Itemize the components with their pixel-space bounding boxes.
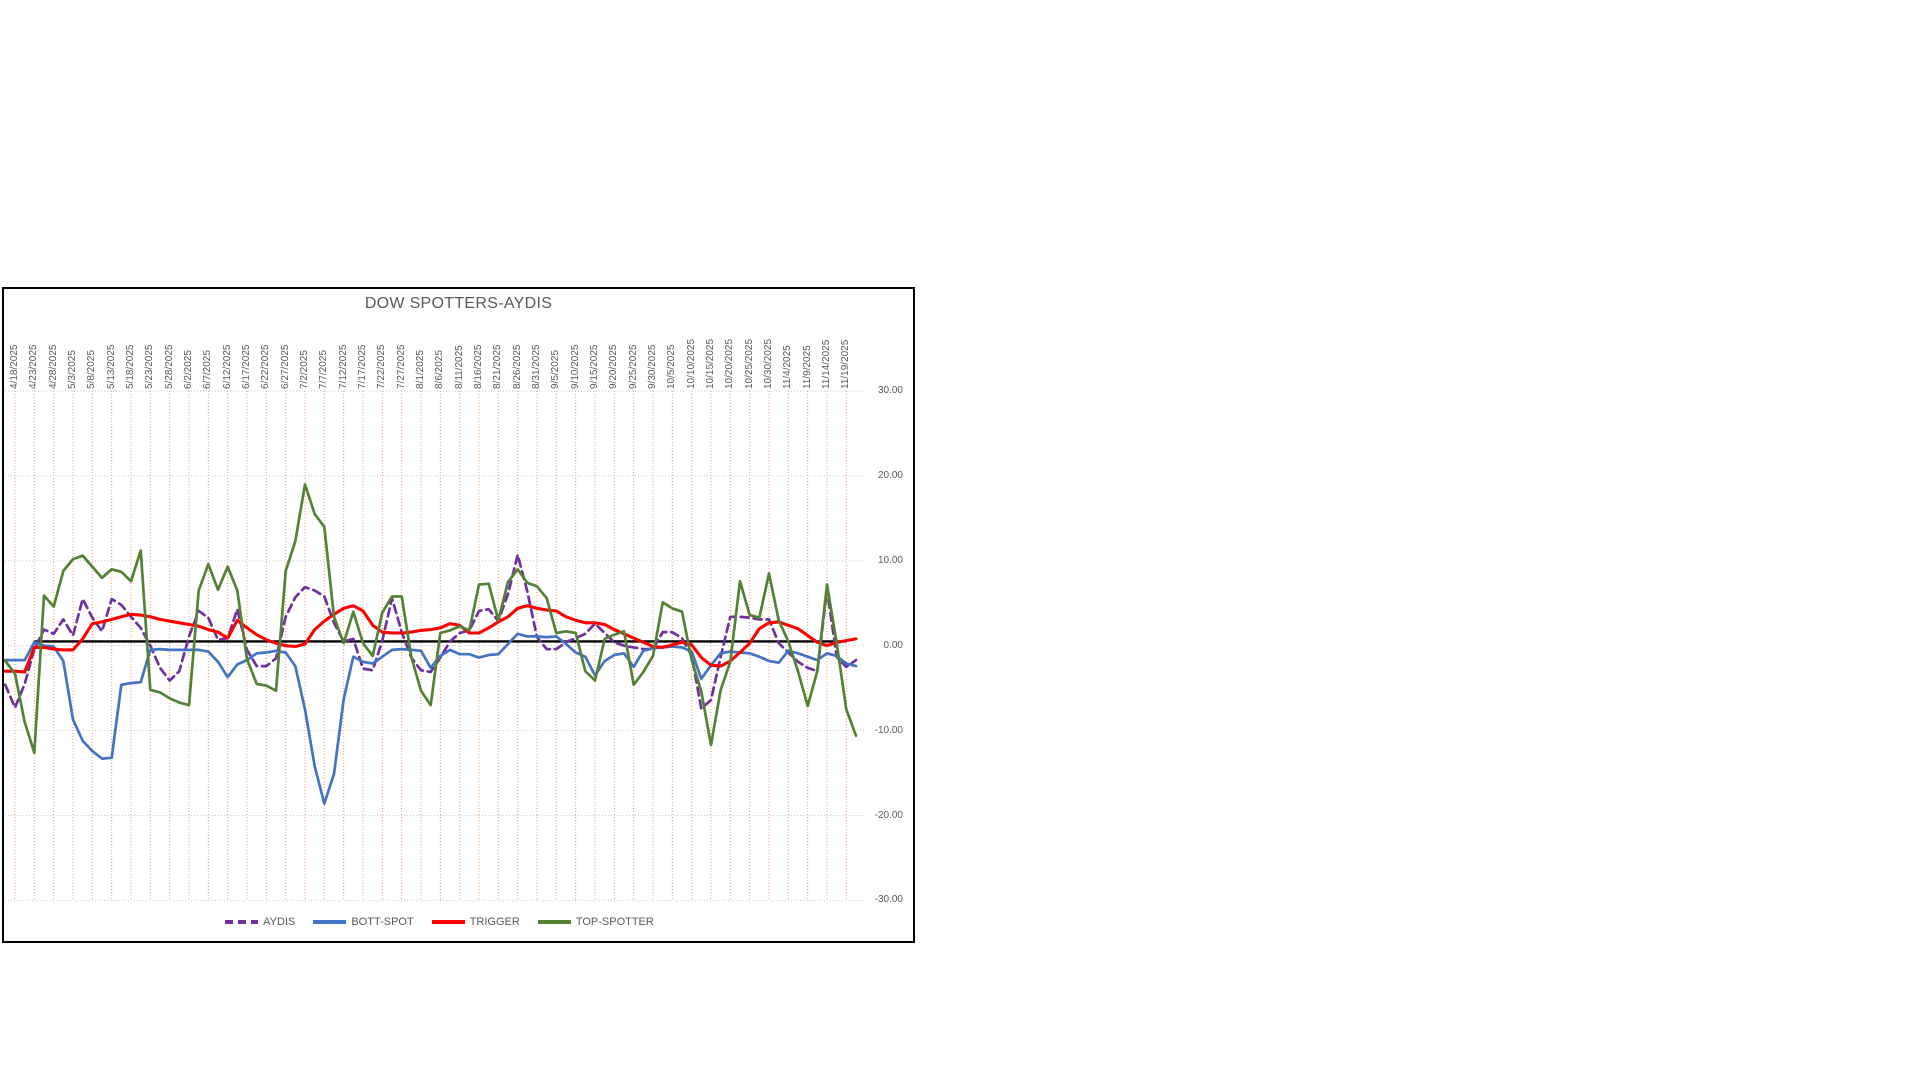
legend-label: BOTT-SPOT [351, 916, 414, 928]
x-axis-label: 7/17/2025 [356, 344, 368, 390]
x-axis-label: 11/9/2025 [801, 345, 813, 389]
x-axis-label: 6/7/2025 [202, 350, 214, 389]
legend-marker-line [313, 920, 347, 924]
legend-label: TRIGGER [469, 916, 520, 928]
y-axis-label: 20.00 [877, 469, 903, 481]
y-axis-label: 10.00 [877, 554, 903, 566]
x-axis-label: 5/3/2025 [66, 350, 78, 389]
legend-item-aydis: AYDIS [225, 916, 295, 928]
x-axis-label: 8/21/2025 [492, 344, 504, 390]
series-bott-spot [4, 632, 858, 805]
x-axis-label: 6/17/2025 [240, 344, 252, 390]
x-axis-label: 9/15/2025 [588, 344, 600, 390]
x-axis-label: 10/30/2025 [762, 338, 774, 389]
x-axis-label: 11/14/2025 [820, 339, 832, 389]
x-axis-label: 8/26/2025 [511, 344, 523, 390]
x-axis-label: 4/28/2025 [47, 344, 59, 390]
x-axis-label: 11/4/2025 [782, 345, 794, 389]
y-axis-label: 30.00 [877, 385, 903, 396]
series-top-spotter [4, 483, 858, 755]
x-axis-label: 9/30/2025 [646, 344, 658, 390]
chart-title: DOW SPOTTERS-AYDIS [364, 295, 553, 312]
plot-area [4, 390, 866, 901]
x-axis-label: 8/6/2025 [434, 350, 446, 389]
legend-marker-line [431, 920, 465, 924]
legend-marker-line [537, 920, 571, 924]
x-axis-label: 9/10/2025 [569, 344, 581, 390]
x-axis-label: 9/5/2025 [550, 350, 562, 389]
x-axis-label: 8/31/2025 [530, 344, 542, 390]
x-axis-label: 5/28/2025 [163, 344, 175, 390]
x-axis-label: 10/20/2025 [724, 338, 736, 389]
x-axis-label: 4/23/2025 [28, 344, 40, 390]
embedded-chart[interactable]: DOW SPOTTERS-AYDIS 4/18/2025 4/23/2025 4/2… [2, 287, 915, 943]
x-axis-label: 10/10/2025 [685, 338, 697, 389]
x-axis-label: 7/12/2025 [337, 344, 349, 390]
x-axis-label: 5/8/2025 [86, 350, 98, 389]
x-axis-label: 7/7/2025 [318, 350, 330, 389]
x-axis-label: 7/27/2025 [395, 344, 407, 390]
y-axis-label: -30.00 [874, 894, 903, 906]
x-axis-label: 11/19/2025 [840, 339, 852, 389]
x-axis-label: 6/27/2025 [279, 344, 291, 390]
y-axis-label: -20.00 [874, 809, 903, 821]
legend-item-trigger: TRIGGER [431, 916, 520, 928]
chart-legend: AYDIS BOTT-SPOT TRIGGER TOP-SPOTTER [4, 916, 875, 928]
series-trigger [4, 604, 858, 674]
x-axis-label: 9/25/2025 [627, 344, 639, 390]
x-axis-label: 5/13/2025 [105, 344, 117, 390]
legend-label: TOP-SPOTTER [575, 916, 654, 928]
x-axis-label: 10/15/2025 [704, 338, 716, 389]
x-axis-label: 10/25/2025 [743, 338, 755, 389]
x-axis-label: 8/11/2025 [453, 345, 465, 389]
x-axis-label: 5/23/2025 [144, 344, 156, 390]
x-axis-label: 7/2/2025 [298, 350, 310, 389]
x-axis-label: 8/1/2025 [414, 350, 426, 389]
legend-marker-dashed-line [225, 920, 259, 924]
x-axis-label: 7/22/2025 [376, 344, 388, 390]
x-axis-label: 10/5/2025 [666, 344, 678, 390]
y-axis-label: -10.00 [874, 724, 903, 736]
x-axis-label: 6/2/2025 [182, 350, 194, 389]
legend-label: AYDIS [263, 916, 296, 928]
x-axis-label: 5/18/2025 [124, 344, 136, 390]
x-axis-label: 8/16/2025 [472, 344, 484, 390]
y-axis-label: 0.00 [883, 639, 903, 651]
x-axis-label: 4/18/2025 [9, 344, 20, 390]
x-axis-label: 6/12/2025 [221, 344, 233, 390]
x-axis-label: 6/22/2025 [260, 344, 272, 390]
x-axis-label: 9/20/2025 [608, 344, 620, 390]
chart-area: DOW SPOTTERS-AYDIS 4/18/2025 4/23/2025 4/2… [4, 289, 913, 941]
legend-item-bott-spot: BOTT-SPOT [313, 916, 414, 928]
legend-item-top-spotter: TOP-SPOTTER [537, 916, 654, 928]
